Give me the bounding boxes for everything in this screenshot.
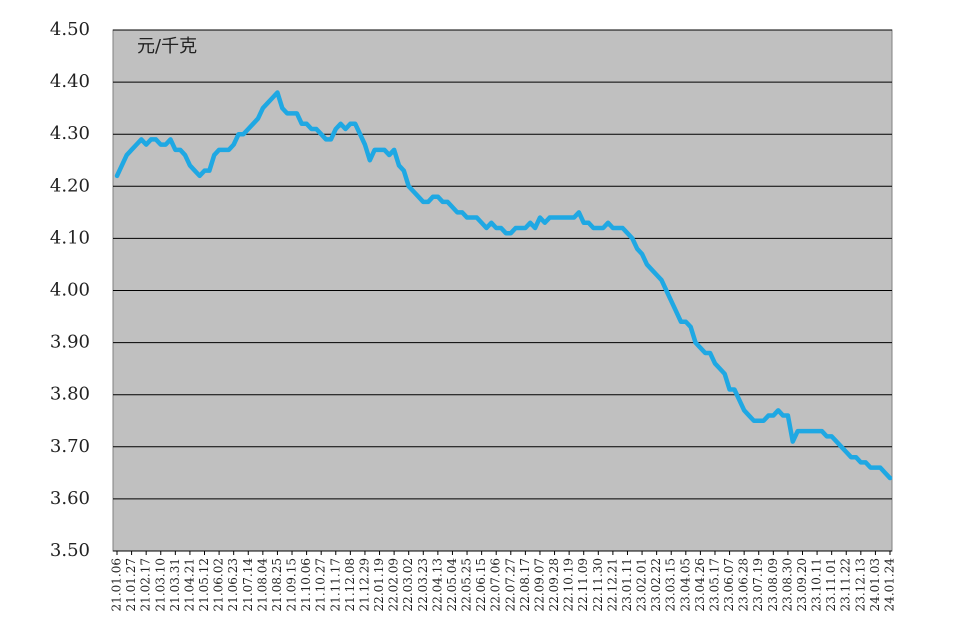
x-tick-label: 23.04.26 <box>693 558 707 611</box>
x-tick-label: 21.03.10 <box>153 558 167 611</box>
x-tick-label: 22.09.07 <box>532 558 546 611</box>
y-tick-label: 4.50 <box>50 19 90 40</box>
x-tick-label: 22.04.13 <box>430 558 444 611</box>
y-tick-label: 3.90 <box>50 332 90 353</box>
x-tick-label: 22.02.09 <box>387 558 401 611</box>
unit-label: 元/千克 <box>137 36 197 57</box>
x-tick-label: 21.02.17 <box>139 558 153 611</box>
x-tick-label: 23.07.19 <box>751 558 765 611</box>
x-tick-label: 21.10.27 <box>314 558 328 611</box>
x-tick-label: 23.09.20 <box>795 558 809 611</box>
x-tick-label: 23.11.22 <box>839 558 853 611</box>
x-tick-label: 21.03.31 <box>168 558 182 611</box>
x-tick-label: 23.06.28 <box>737 558 751 611</box>
y-tick-label: 4.00 <box>50 280 90 301</box>
x-tick-label: 22.08.17 <box>518 558 532 611</box>
x-tick-label: 23.11.01 <box>824 558 838 611</box>
x-tick-label: 21.10.06 <box>299 558 313 611</box>
x-tick-label: 22.05.25 <box>460 558 474 611</box>
x-tick-label: 21.07.14 <box>241 558 255 612</box>
x-tick-label: 23.04.05 <box>678 558 692 611</box>
x-tick-label: 23.10.11 <box>810 558 824 611</box>
x-tick-label: 21.01.06 <box>110 558 124 611</box>
x-tick-label: 22.06.15 <box>474 558 488 611</box>
x-tick-label: 21.12.08 <box>343 558 357 611</box>
x-tick-label: 22.01.19 <box>372 558 386 611</box>
x-tick-label: 21.06.02 <box>212 558 226 611</box>
x-tick-label: 23.08.09 <box>766 558 780 611</box>
x-tick-label: 22.09.28 <box>547 558 561 611</box>
x-tick-label: 21.04.21 <box>182 558 196 611</box>
x-tick-label: 22.10.19 <box>562 558 576 611</box>
x-tick-label: 21.01.27 <box>124 558 138 611</box>
y-tick-label: 4.10 <box>50 227 90 248</box>
y-tick-label: 4.40 <box>50 71 90 92</box>
x-tick-label: 21.12.29 <box>357 558 371 611</box>
x-tick-label: 23.03.15 <box>664 558 678 611</box>
x-tick-label: 22.11.09 <box>576 558 590 611</box>
y-tick-label: 3.50 <box>50 540 90 561</box>
x-tick-label: 22.03.23 <box>416 558 430 611</box>
x-tick-label: 22.05.04 <box>445 558 459 612</box>
x-tick-label: 21.06.23 <box>226 558 240 611</box>
y-tick-label: 3.70 <box>50 436 90 457</box>
x-tick-label: 23.08.30 <box>780 558 794 611</box>
x-tick-label: 23.01.11 <box>620 558 634 611</box>
x-tick-label: 23.02.22 <box>649 558 663 611</box>
x-tick-label: 22.07.27 <box>503 558 517 611</box>
y-tick-label: 3.80 <box>50 384 90 405</box>
x-tick-label: 22.03.02 <box>401 558 415 611</box>
x-tick-label: 22.11.30 <box>591 558 605 611</box>
y-tick-label: 3.60 <box>50 488 90 509</box>
y-tick-label: 4.30 <box>50 123 90 144</box>
x-tick-label: 21.05.12 <box>197 558 211 611</box>
x-tick-label: 23.02.01 <box>635 558 649 611</box>
x-tick-label: 24.01.03 <box>868 558 882 611</box>
x-tick-label: 24.01.24 <box>883 558 897 612</box>
y-tick-label: 4.20 <box>50 175 90 196</box>
x-tick-label: 21.09.15 <box>285 558 299 611</box>
x-tick-label: 21.08.04 <box>255 558 269 612</box>
x-tick-label: 21.08.25 <box>270 558 284 611</box>
data-line <box>114 90 893 481</box>
x-tick-label: 21.11.17 <box>328 558 342 611</box>
x-tick-label: 23.05.17 <box>707 558 721 611</box>
x-tick-label: 22.07.06 <box>489 558 503 611</box>
x-tick-label: 23.06.07 <box>722 558 736 611</box>
x-tick-label: 23.12.13 <box>853 558 867 611</box>
x-tick-label: 22.12.21 <box>605 558 619 611</box>
